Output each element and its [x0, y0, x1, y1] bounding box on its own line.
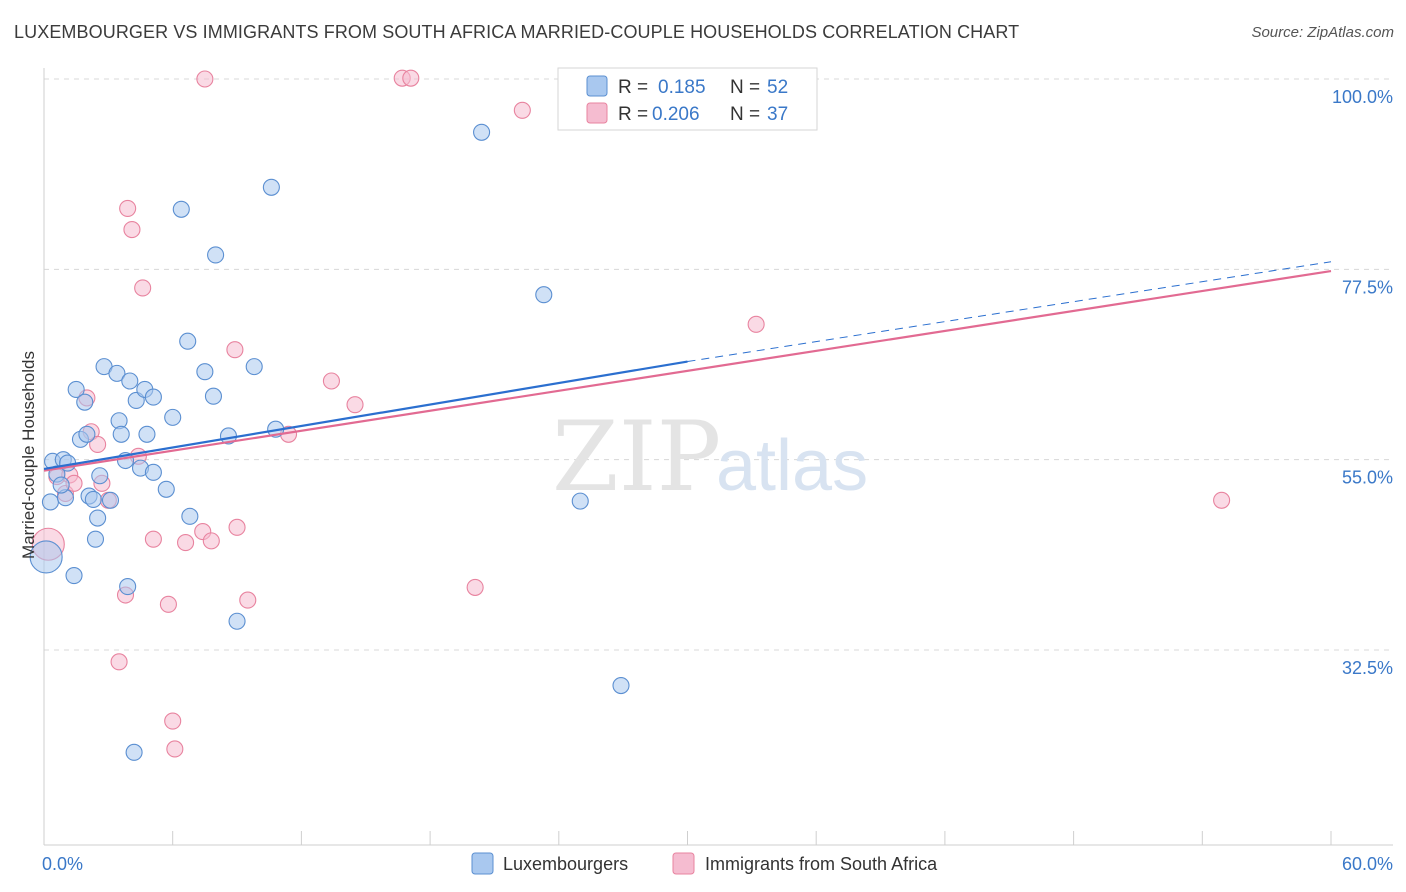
data-point: [177, 534, 195, 552]
data-point: [67, 380, 85, 399]
watermark-atlas: atlas: [716, 426, 868, 506]
legend-n-label-pink: N =: [730, 104, 760, 125]
data-point: [164, 712, 182, 730]
legend-r-label-blue: R =: [618, 77, 648, 98]
data-point: [123, 221, 141, 239]
data-point: [101, 491, 120, 509]
trend-line-luxembourgers: [43, 360, 688, 471]
data-point: [78, 425, 96, 443]
chart-title: LUXEMBOURGER VS IMMIGRANTS FROM SOUTH AF…: [14, 22, 1020, 42]
data-point: [119, 578, 137, 596]
data-point: [65, 567, 83, 585]
data-point: [89, 435, 107, 453]
data-point: [121, 372, 139, 390]
data-point: [322, 372, 340, 390]
data-point: [196, 363, 214, 381]
legend-swatch-pink: [586, 102, 608, 124]
legend-r-label-pink: R =: [618, 104, 648, 125]
legend-r-value-blue: 0.185: [658, 77, 706, 98]
y-axis-label: Married-couple Households: [19, 351, 38, 559]
legend-n-label-blue: N =: [730, 77, 760, 98]
data-point: [245, 358, 263, 376]
legend-n-value-blue: 52: [767, 77, 788, 98]
correlation-legend: R = 0.185 N = 52 R = 0.206 N = 37: [557, 67, 818, 131]
x-tick-label: 60.0%: [1342, 854, 1393, 874]
data-point: [157, 480, 175, 498]
data-point: [535, 286, 553, 304]
data-point: [228, 518, 246, 536]
data-point: [239, 591, 257, 609]
bottom-legend-label-pink: Immigrants from South Africa: [705, 854, 938, 874]
data-point: [513, 101, 531, 119]
axes: [43, 68, 1393, 846]
data-point: [172, 200, 190, 218]
legend-swatch-blue: [586, 75, 608, 97]
y-tick-label: 77.5%: [1342, 277, 1393, 297]
data-point: [108, 364, 126, 382]
series-luxembourgers: [29, 123, 630, 761]
data-point: [159, 595, 177, 613]
data-point: [125, 743, 143, 761]
data-point: [466, 578, 484, 596]
bottom-legend-swatch-blue: [471, 852, 494, 875]
y-tick-label: 32.5%: [1342, 658, 1393, 678]
legend-r-value-pink: 0.206: [652, 104, 700, 125]
data-point: [402, 69, 420, 87]
data-point: [226, 341, 244, 359]
watermark: ZIP atlas: [552, 401, 868, 513]
data-point: [41, 493, 59, 511]
data-point: [119, 199, 137, 217]
data-point: [612, 676, 630, 695]
data-point: [110, 653, 128, 671]
data-point: [262, 178, 280, 196]
data-point: [144, 463, 162, 481]
data-point: [144, 530, 162, 548]
source-label: Source: ZipAtlas.com: [1251, 24, 1394, 41]
data-point: [84, 490, 102, 508]
grid-lines: [44, 78, 1393, 651]
legend-n-value-pink: 37: [767, 104, 788, 125]
bottom-legend-label-blue: Luxembourgers: [503, 854, 628, 874]
data-point: [473, 123, 491, 141]
y-tick-label: 100.0%: [1332, 87, 1393, 107]
trend-lines: [43, 261, 1332, 472]
data-point: [91, 467, 109, 485]
data-point: [1213, 491, 1231, 509]
data-point: [29, 540, 63, 574]
data-point: [134, 279, 152, 297]
data-point: [571, 492, 589, 510]
data-point: [112, 425, 130, 443]
y-tick-label: 55.0%: [1342, 468, 1393, 488]
data-point: [89, 509, 107, 527]
data-point: [52, 476, 70, 494]
data-point: [196, 70, 214, 88]
data-point: [86, 530, 105, 548]
data-point: [144, 388, 162, 406]
data-point: [179, 332, 197, 350]
series-legend: Luxembourgers Immigrants from South Afri…: [471, 852, 938, 875]
data-point: [202, 532, 220, 550]
data-point: [138, 425, 156, 443]
data-point: [76, 393, 94, 411]
data-point: [164, 408, 182, 426]
trend-line-immigrants-south-africa: [43, 269, 1332, 472]
data-point: [204, 387, 223, 405]
bottom-legend-swatch-pink: [672, 852, 695, 875]
data-point: [747, 315, 765, 333]
data-point: [166, 740, 184, 758]
data-point: [207, 246, 225, 264]
data-point: [346, 396, 364, 414]
trend-line-luxembourgers-extension: [687, 261, 1332, 363]
data-point: [181, 507, 199, 525]
x-tick-labels: 0.0% 60.0%: [42, 854, 1393, 874]
data-point: [228, 612, 246, 630]
x-tick-label: 0.0%: [42, 854, 83, 874]
y-tick-labels: 32.5% 55.0% 77.5% 100.0%: [1332, 87, 1393, 678]
